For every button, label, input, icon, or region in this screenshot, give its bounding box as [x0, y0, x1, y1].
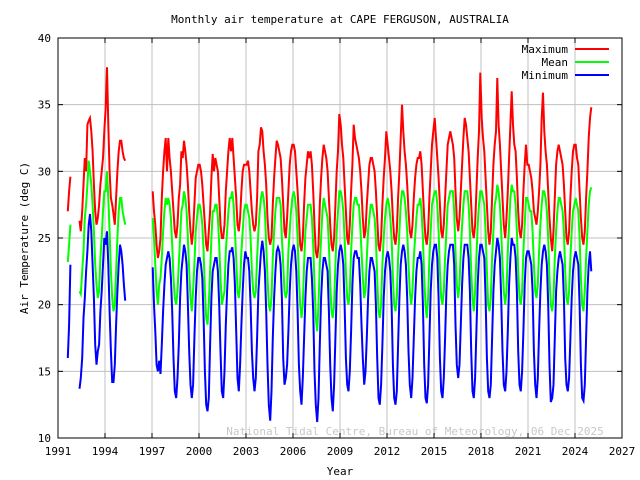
- watermark: National Tidal Centre, Bureau of Meteoro…: [226, 425, 604, 438]
- x-tick-label: 2009: [327, 445, 354, 458]
- series-lines: [66, 67, 593, 423]
- y-tick-label: 40: [38, 32, 51, 45]
- x-tick-label: 2012: [374, 445, 401, 458]
- x-tick-label: 2015: [421, 445, 448, 458]
- series-line-minimum: [66, 213, 593, 423]
- x-tick-label: 2000: [186, 445, 213, 458]
- x-tick-label: 2003: [233, 445, 260, 458]
- x-tick-label: 2018: [468, 445, 495, 458]
- grid: [58, 38, 622, 438]
- legend-label-minimum: Minimum: [522, 69, 569, 82]
- chart-title: Monthly air temperature at CAPE FERGUSON…: [171, 13, 509, 26]
- y-tick-label: 35: [38, 99, 51, 112]
- x-tick-label: 1994: [92, 445, 119, 458]
- x-tick-label: 2024: [562, 445, 589, 458]
- y-tick-label: 20: [38, 299, 51, 312]
- y-tick-label: 10: [38, 432, 51, 445]
- y-tick-label: 25: [38, 232, 51, 245]
- series-line-maximum: [66, 67, 593, 259]
- x-tick-label: 1997: [139, 445, 166, 458]
- y-tick-label: 30: [38, 165, 51, 178]
- x-axis-label: Year: [327, 465, 354, 478]
- y-tick-label: 15: [38, 365, 51, 378]
- tick-labels: 1991 1994 1997 2000 2003 2006 2009 2012 2015 2018…: [38, 32, 636, 458]
- series-line-mean: [66, 160, 593, 332]
- x-tick-label: 2027: [609, 445, 636, 458]
- x-tick-label: 1991: [45, 445, 72, 458]
- x-tick-label: 2021: [515, 445, 542, 458]
- legend-label-mean: Mean: [542, 56, 569, 69]
- legend-label-maximum: Maximum: [522, 43, 569, 56]
- x-tick-label: 2006: [280, 445, 307, 458]
- y-axis-label: Air Temperature (deg C): [18, 162, 31, 314]
